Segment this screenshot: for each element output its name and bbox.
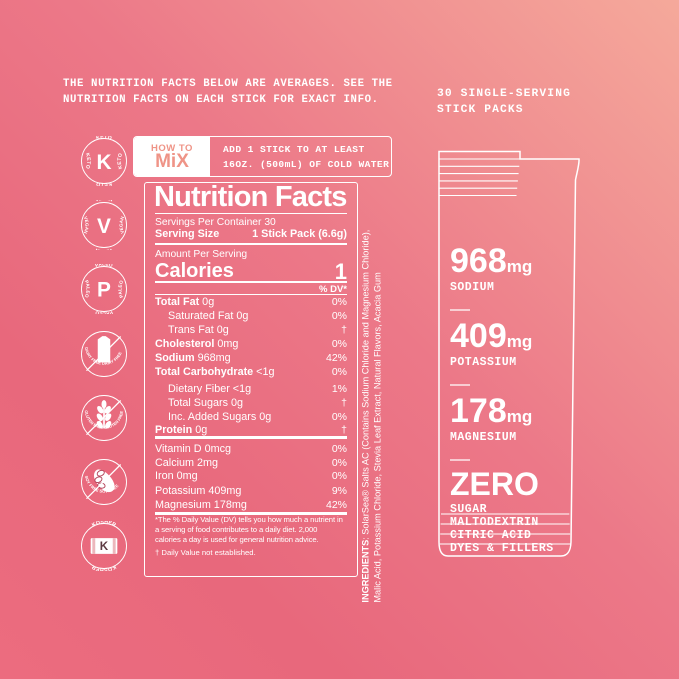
svg-text:VEGAN: VEGAN xyxy=(119,216,126,235)
svg-text:PALEO: PALEO xyxy=(94,310,113,314)
svg-text:KETO: KETO xyxy=(117,152,124,169)
svg-text:KOSHER: KOSHER xyxy=(91,563,117,571)
svg-text:178mg: 178mg xyxy=(450,392,532,430)
svg-text:CITRIC ACID: CITRIC ACID xyxy=(450,529,531,542)
svg-text:SUGAR: SUGAR xyxy=(450,503,487,516)
svg-text:DYES & FILLERS: DYES & FILLERS xyxy=(450,542,554,555)
svg-text:V: V xyxy=(97,215,111,238)
svg-text:968mg: 968mg xyxy=(450,242,532,280)
svg-text:P: P xyxy=(97,279,111,302)
svg-text:POTASSIUM: POTASSIUM xyxy=(450,356,517,369)
svg-text:KETO: KETO xyxy=(95,136,112,142)
svg-text:KOSHER: KOSHER xyxy=(91,521,117,529)
svg-text:PALEO: PALEO xyxy=(117,279,124,298)
svg-text:K: K xyxy=(96,151,111,174)
svg-text:MALTODEXTRIN: MALTODEXTRIN xyxy=(450,516,539,529)
svg-text:SODIUM: SODIUM xyxy=(450,281,494,294)
svg-text:PALEO: PALEO xyxy=(84,279,91,298)
svg-text:409mg: 409mg xyxy=(450,317,532,355)
svg-text:KETO: KETO xyxy=(84,152,91,169)
svg-text:ZERO: ZERO xyxy=(450,466,539,502)
svg-text:VEGAN: VEGAN xyxy=(83,216,90,235)
svg-text:PALEO: PALEO xyxy=(95,264,114,268)
svg-text:MAGNESIUM: MAGNESIUM xyxy=(450,431,517,444)
svg-text:K: K xyxy=(100,540,109,553)
svg-text:KETO: KETO xyxy=(95,180,112,186)
